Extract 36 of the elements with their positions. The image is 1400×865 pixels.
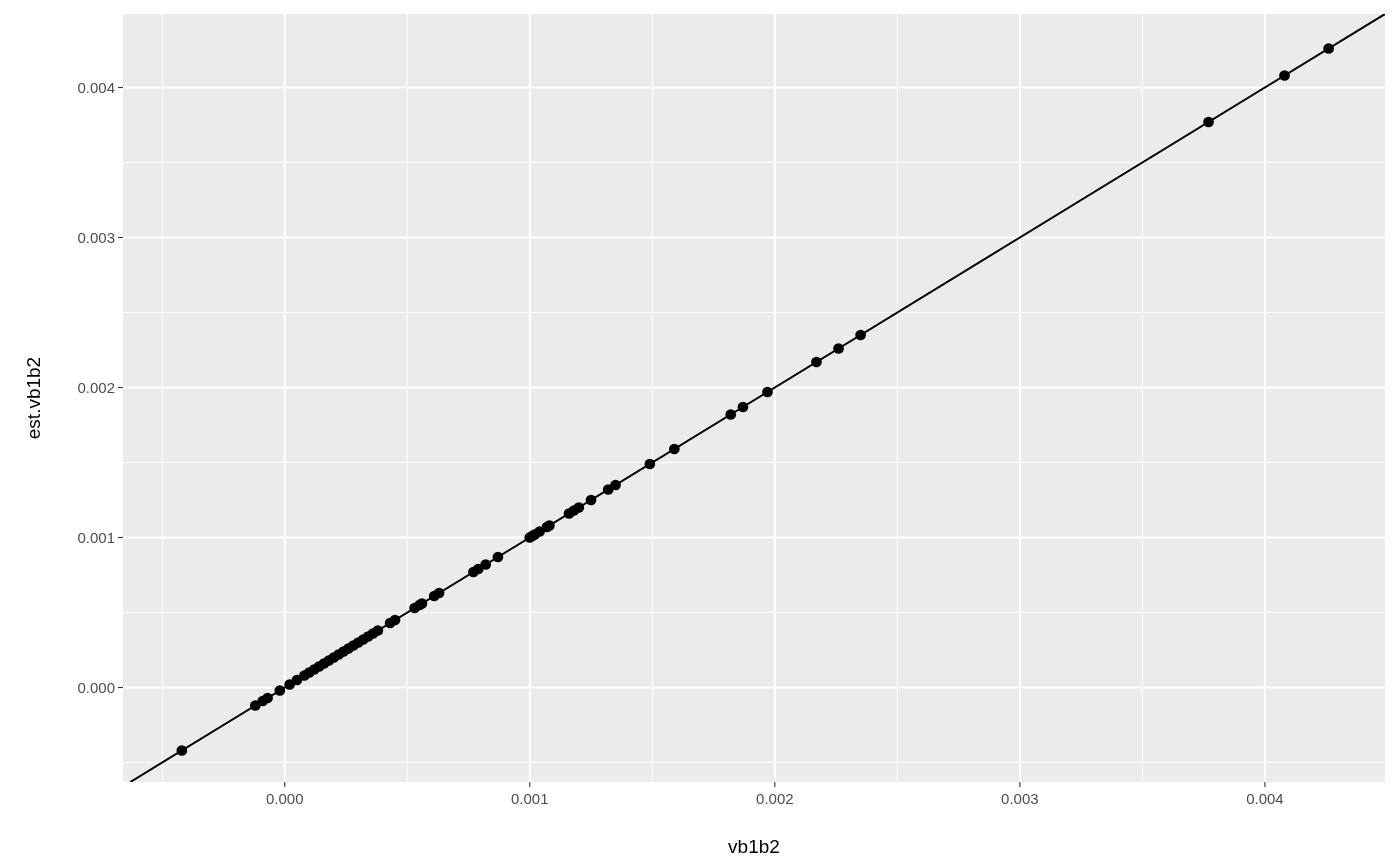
- y-tick-label: 0.003: [77, 228, 115, 246]
- point: [480, 559, 492, 570]
- y-tick-label: 0.004: [77, 78, 115, 96]
- point: [833, 343, 844, 354]
- y-tick-label: 0.000: [77, 678, 115, 696]
- x-axis-title: vb1b2: [728, 836, 780, 857]
- point: [284, 679, 295, 690]
- point: [1203, 116, 1214, 128]
- point: [389, 614, 401, 626]
- point: [762, 386, 773, 398]
- point: [573, 502, 585, 513]
- point: [644, 458, 656, 470]
- y-tick-label: 0.001: [77, 528, 115, 546]
- y-axis-title: est.vb1b2: [23, 356, 44, 440]
- x-tick-label: 0.004: [1246, 790, 1284, 807]
- point: [492, 551, 504, 563]
- point: [610, 479, 621, 491]
- point: [669, 443, 680, 455]
- point: [855, 329, 866, 341]
- point: [274, 685, 286, 696]
- x-tick-label: 0.002: [756, 790, 794, 807]
- x-tick-label: 0.000: [265, 790, 304, 807]
- x-tick-label: 0.003: [1001, 790, 1039, 807]
- point: [262, 692, 273, 704]
- point: [1279, 70, 1290, 81]
- point: [372, 625, 384, 636]
- point: [534, 526, 545, 537]
- point: [811, 356, 822, 368]
- point: [737, 401, 749, 413]
- point: [176, 745, 188, 756]
- point: [585, 494, 597, 506]
- point: [433, 587, 445, 599]
- point: [725, 409, 737, 420]
- x-tick-label: 0.001: [511, 790, 549, 807]
- y-tick-label: 0.002: [77, 378, 115, 396]
- point: [1323, 43, 1334, 54]
